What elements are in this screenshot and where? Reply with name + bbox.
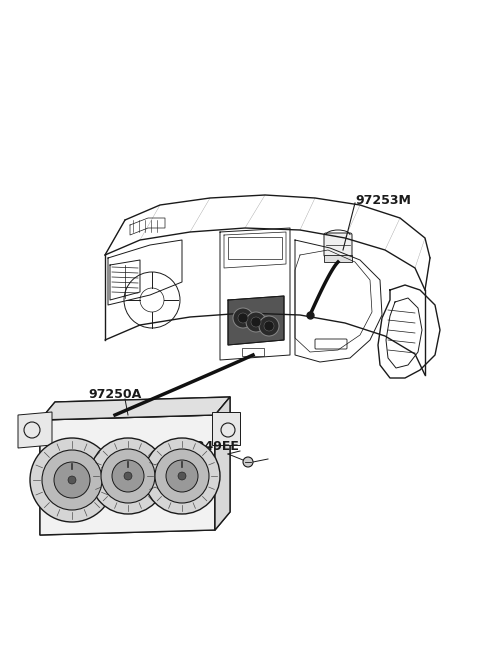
Circle shape: [112, 460, 144, 492]
FancyBboxPatch shape: [324, 255, 352, 262]
Circle shape: [246, 312, 266, 332]
Circle shape: [264, 321, 274, 331]
Polygon shape: [228, 296, 284, 345]
FancyBboxPatch shape: [324, 233, 352, 257]
Polygon shape: [212, 412, 240, 445]
Circle shape: [233, 308, 253, 328]
Circle shape: [259, 316, 279, 336]
Circle shape: [243, 457, 253, 467]
Circle shape: [68, 476, 76, 484]
Circle shape: [251, 317, 261, 327]
Text: 97250A: 97250A: [88, 388, 141, 401]
Polygon shape: [40, 415, 215, 535]
Circle shape: [178, 472, 186, 480]
Circle shape: [90, 438, 166, 514]
Circle shape: [101, 449, 155, 503]
Circle shape: [238, 313, 248, 323]
Polygon shape: [40, 397, 230, 420]
Circle shape: [166, 460, 198, 492]
Circle shape: [54, 462, 90, 498]
Circle shape: [124, 472, 132, 480]
Circle shape: [42, 450, 102, 510]
Circle shape: [155, 449, 209, 503]
Text: 97253M: 97253M: [355, 194, 411, 207]
Polygon shape: [18, 412, 52, 448]
Circle shape: [30, 438, 114, 522]
Circle shape: [144, 438, 220, 514]
Text: 1249EE: 1249EE: [188, 440, 240, 453]
Polygon shape: [215, 397, 230, 530]
